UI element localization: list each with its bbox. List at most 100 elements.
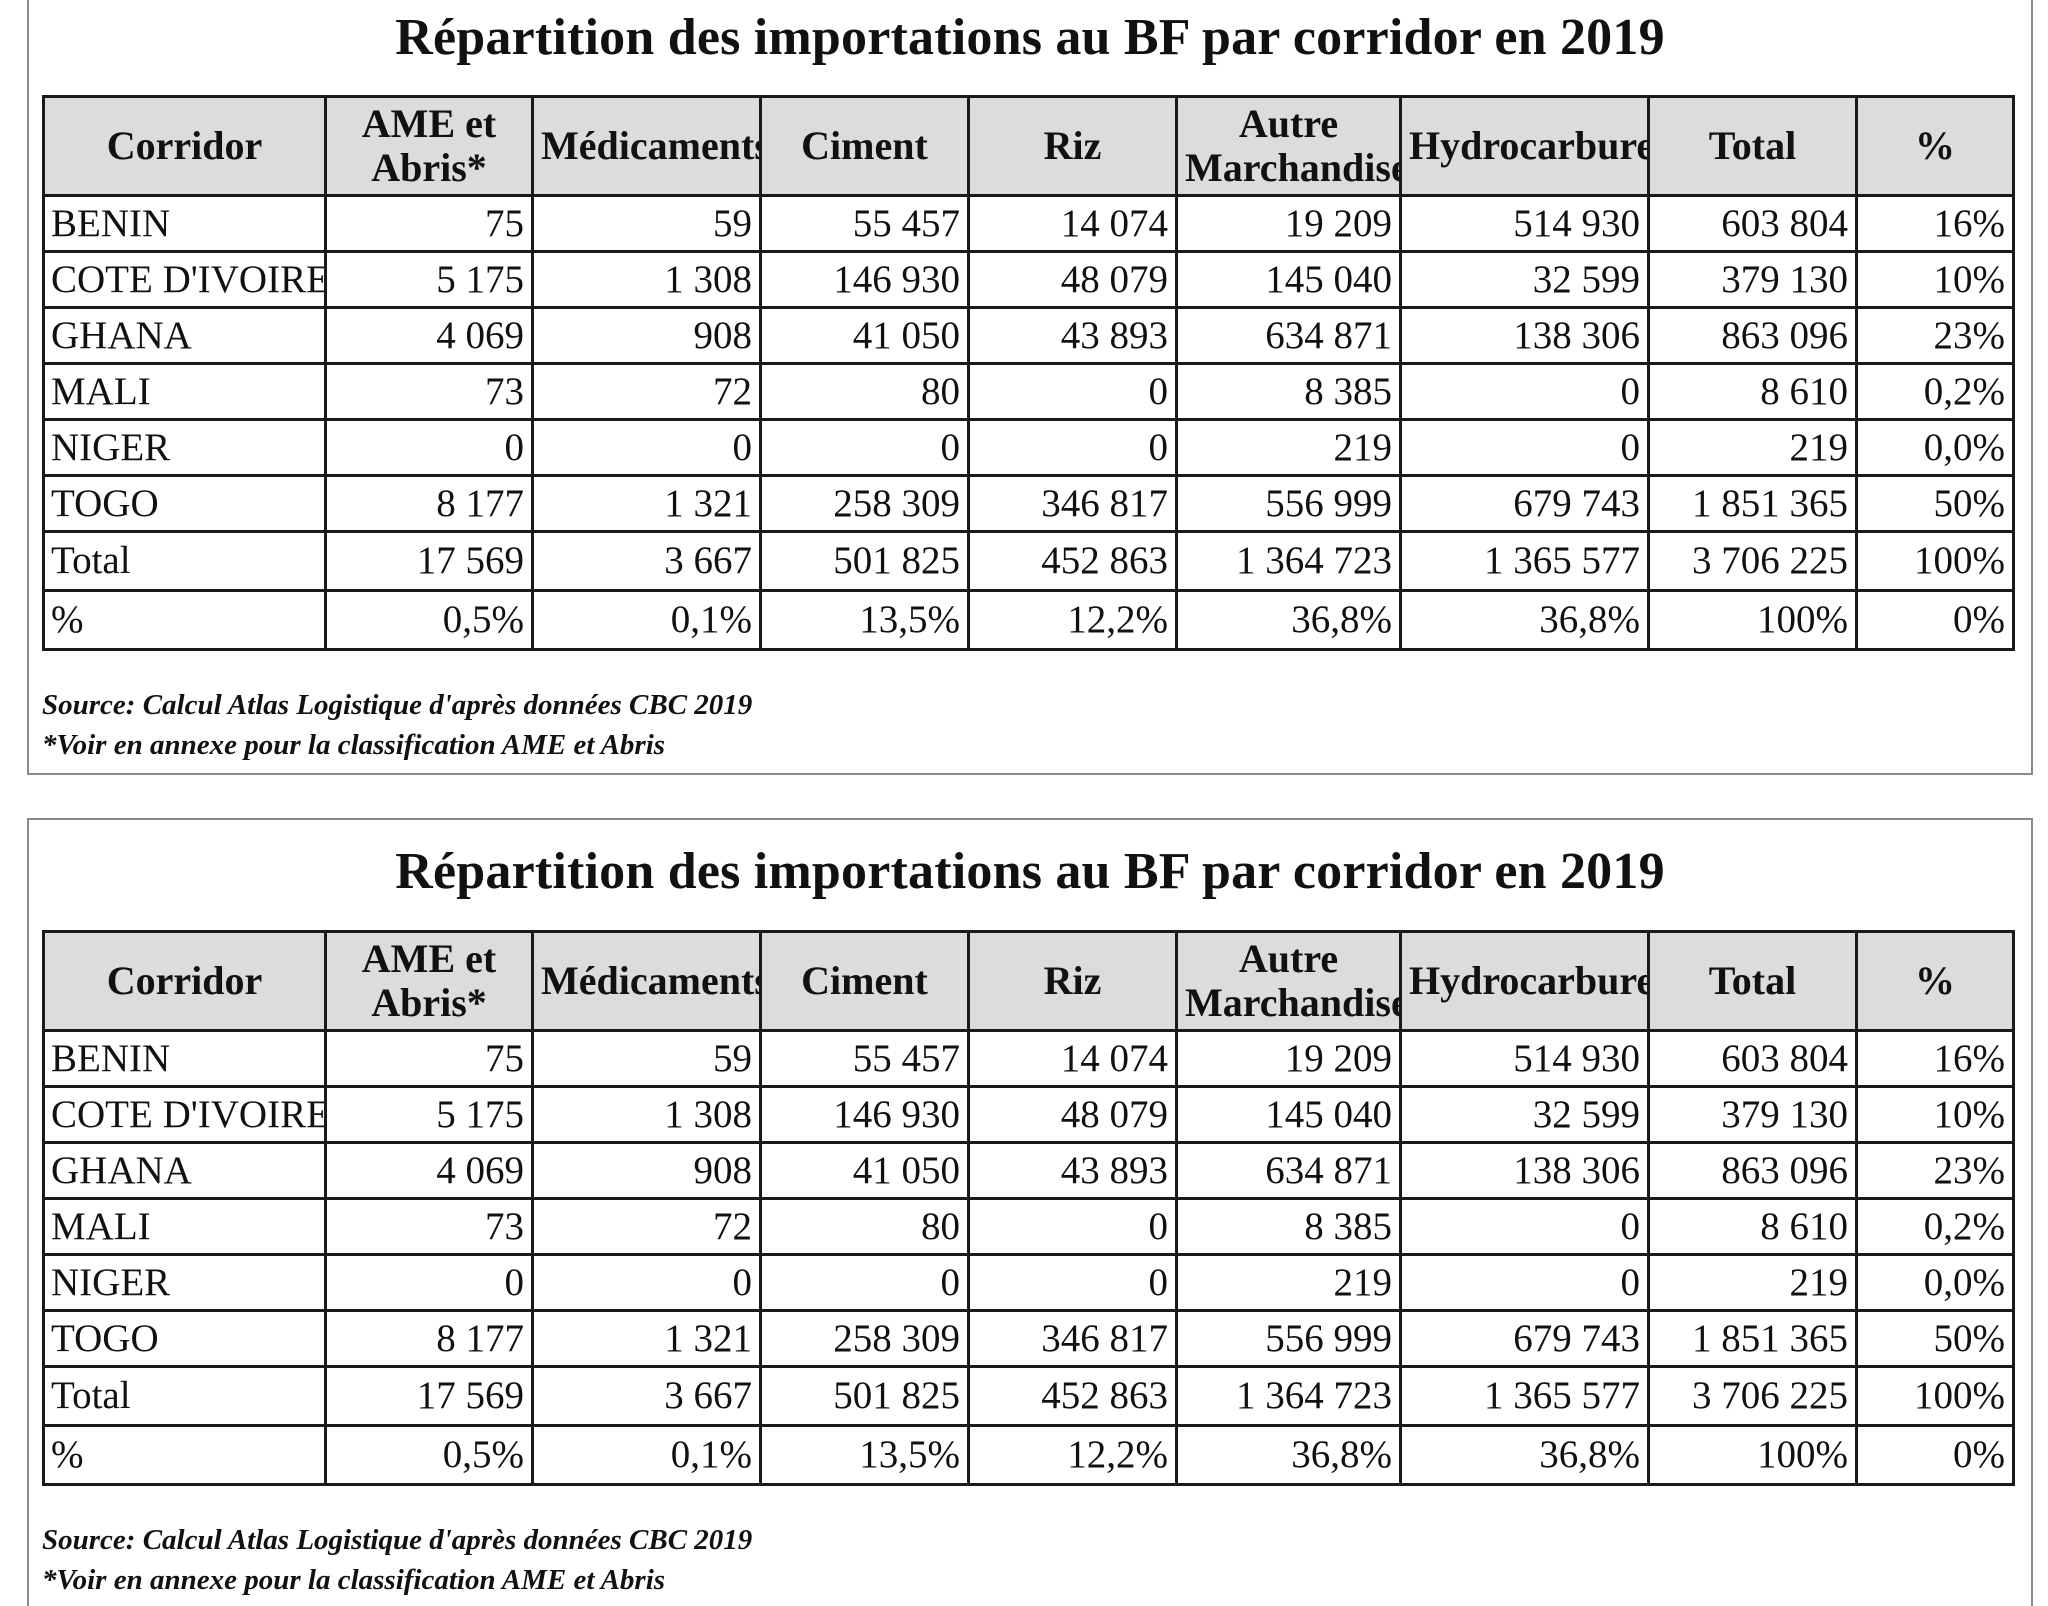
- table-cell: 452 863: [967, 1365, 1178, 1427]
- table-cell: 12,2%: [967, 1424, 1178, 1486]
- table-cell: 0: [967, 362, 1178, 421]
- table-cell: 0,5%: [324, 589, 534, 651]
- table-cell: 100%: [1855, 1365, 2015, 1427]
- table-cell: 908: [531, 306, 762, 365]
- table-cell: 0,2%: [1855, 1197, 2015, 1256]
- table-cell: 908: [531, 1141, 762, 1200]
- table-cell: 0: [1399, 1197, 1650, 1256]
- table-cell: 603 804: [1647, 194, 1858, 253]
- table-cell: 3 667: [531, 530, 762, 592]
- table-cell: 138 306: [1399, 1141, 1650, 1200]
- table-cell: 0: [967, 1253, 1178, 1312]
- table-panel-2: Répartition des importations au BF par c…: [27, 818, 2033, 1606]
- table-cell: 1 365 577: [1399, 1365, 1650, 1427]
- col-header-total: Total: [1647, 95, 1858, 197]
- col-header-medicaments: Médicaments: [531, 930, 762, 1032]
- footnote: *Voir en annexe pour la classification A…: [42, 1564, 666, 1596]
- table-cell: 219: [1175, 418, 1402, 477]
- table-cell: 219: [1647, 1253, 1858, 1312]
- table-cell: 514 930: [1399, 194, 1650, 253]
- table-cell: 36,8%: [1399, 589, 1650, 651]
- imports-table: Corridor AME et Abris* Médicaments Cimen…: [42, 930, 2015, 1486]
- table-cell: 13,5%: [759, 1424, 970, 1486]
- col-header-medicaments: Médicaments: [531, 95, 762, 197]
- table-cell: 501 825: [759, 1365, 970, 1427]
- table-cell: 41 050: [759, 306, 970, 365]
- table-cell: 10%: [1855, 1085, 2015, 1144]
- footnote: *Voir en annexe pour la classification A…: [42, 729, 666, 761]
- table-cell: 0,1%: [531, 1424, 762, 1486]
- table-cell: 75: [324, 1029, 534, 1088]
- table-cell: 41 050: [759, 1141, 970, 1200]
- table-cell: 1 308: [531, 250, 762, 309]
- table-cell: 1 365 577: [1399, 530, 1650, 592]
- col-header-total: Total: [1647, 930, 1858, 1032]
- table-cell: 603 804: [1647, 1029, 1858, 1088]
- table-row: Total 17 569 3 667 501 825 452 863 1 364 723 1…: [42, 530, 2015, 592]
- table-row: NIGER 0 0 0 0 219 0 219 0,0%: [42, 418, 2015, 477]
- table-cell: 5 175: [324, 250, 534, 309]
- table-cell: 12,2%: [967, 589, 1178, 651]
- row-label: NIGER: [42, 1253, 327, 1312]
- table-cell: 679 743: [1399, 1309, 1650, 1368]
- row-label: %: [42, 1424, 327, 1486]
- table-row: GHANA 4 069 908 41 050 43 893 634 871 138 306 8…: [42, 306, 2015, 365]
- table-cell: 0: [759, 418, 970, 477]
- table-row: GHANA 4 069 908 41 050 43 893 634 871 138 306 8…: [42, 1141, 2015, 1200]
- table-cell: 17 569: [324, 1365, 534, 1427]
- table-cell: 3 667: [531, 1365, 762, 1427]
- table-row: BENIN 75 59 55 457 14 074 19 209 514 930 603 80…: [42, 1029, 2015, 1088]
- col-header-autre-marchandise: Autre Marchandise: [1175, 95, 1402, 197]
- table-cell: 3 706 225: [1647, 1365, 1858, 1427]
- table-cell: 100%: [1647, 1424, 1858, 1486]
- col-header-riz: Riz: [967, 95, 1178, 197]
- table-cell: 32 599: [1399, 250, 1650, 309]
- table-cell: 80: [759, 1197, 970, 1256]
- table-cell: 5 175: [324, 1085, 534, 1144]
- col-header-hydrocarbure: Hydrocarbure: [1399, 95, 1650, 197]
- table-row: COTE D'IVOIRE 5 175 1 308 146 930 48 079 145 …: [42, 250, 2015, 309]
- table-cell: 23%: [1855, 1141, 2015, 1200]
- table-cell: 0: [531, 1253, 762, 1312]
- table-cell: 17 569: [324, 530, 534, 592]
- table-cell: 59: [531, 1029, 762, 1088]
- table-cell: 8 385: [1175, 362, 1402, 421]
- table-cell: 8 385: [1175, 1197, 1402, 1256]
- table-cell: 0: [531, 418, 762, 477]
- table-cell: 50%: [1855, 474, 2015, 533]
- table-cell: 32 599: [1399, 1085, 1650, 1144]
- table-cell: 4 069: [324, 306, 534, 365]
- header-row: Corridor AME et Abris* Médicaments Cimen…: [42, 95, 2015, 197]
- table-cell: 0,5%: [324, 1424, 534, 1486]
- table-cell: 0: [967, 418, 1178, 477]
- table-cell: 0: [324, 418, 534, 477]
- table-cell: 1 851 365: [1647, 474, 1858, 533]
- table-cell: 219: [1175, 1253, 1402, 1312]
- table-cell: 8 610: [1647, 362, 1858, 421]
- table-title: Répartition des importations au BF par c…: [395, 9, 1665, 66]
- table-cell: 346 817: [967, 1309, 1178, 1368]
- table-body: BENIN 75 59 55 457 14 074 19 209 514 930 603 80…: [42, 1029, 2015, 1486]
- table-row: MALI 73 72 80 0 8 385 0 8 610 0,2%: [42, 362, 2015, 421]
- table-cell: 258 309: [759, 1309, 970, 1368]
- table-cell: 19 209: [1175, 1029, 1402, 1088]
- row-label: %: [42, 589, 327, 651]
- table-cell: 863 096: [1647, 1141, 1858, 1200]
- table-notes: Source: Calcul Atlas Logistique d'après …: [42, 685, 752, 765]
- col-header-riz: Riz: [967, 930, 1178, 1032]
- col-header-hydrocarbure: Hydrocarbure: [1399, 930, 1650, 1032]
- table-cell: 0,2%: [1855, 362, 2015, 421]
- table-cell: 36,8%: [1175, 589, 1402, 651]
- table-cell: 514 930: [1399, 1029, 1650, 1088]
- table-cell: 1 364 723: [1175, 1365, 1402, 1427]
- table-cell: 0: [324, 1253, 534, 1312]
- row-label: COTE D'IVOIRE: [42, 1085, 327, 1144]
- table-title: Répartition des importations au BF par c…: [395, 843, 1665, 900]
- table-cell: 8 610: [1647, 1197, 1858, 1256]
- header-row: Corridor AME et Abris* Médicaments Cimen…: [42, 930, 2015, 1032]
- table-cell: 0: [1399, 418, 1650, 477]
- table-cell: 679 743: [1399, 474, 1650, 533]
- table-cell: 452 863: [967, 530, 1178, 592]
- table-cell: 55 457: [759, 194, 970, 253]
- table-row: MALI 73 72 80 0 8 385 0 8 610 0,2%: [42, 1197, 2015, 1256]
